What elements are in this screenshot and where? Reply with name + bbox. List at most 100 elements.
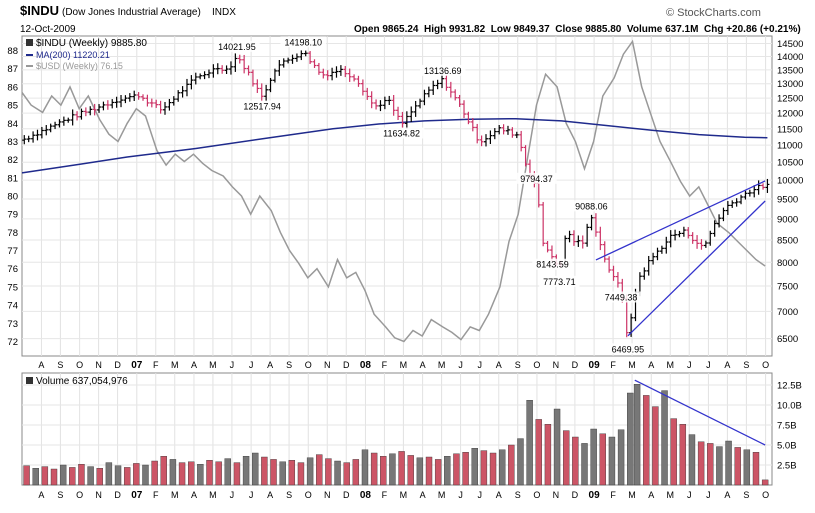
volume-bar xyxy=(389,453,396,486)
x-tick-label: A xyxy=(496,360,502,370)
x-tick-label: N xyxy=(95,490,102,500)
volume-bar xyxy=(215,461,222,486)
volume-bar xyxy=(508,444,515,486)
volume-bar xyxy=(608,436,616,486)
volume-bar xyxy=(688,434,696,486)
usd-tick-label: 77 xyxy=(7,246,18,257)
volume-bar xyxy=(752,452,760,486)
x-tick-label: O xyxy=(533,360,540,370)
volume-bar xyxy=(480,450,488,486)
volume-bars xyxy=(23,384,769,486)
volume-bar xyxy=(416,457,424,486)
volume-bar xyxy=(270,459,277,486)
price-label-bg xyxy=(600,291,642,303)
price-label-bg xyxy=(532,258,573,270)
x-tick-label: J xyxy=(687,490,692,500)
x-tick-label: J xyxy=(249,490,254,500)
x-tick-label: O xyxy=(305,490,312,500)
usd-tick-label: 76 xyxy=(7,264,18,275)
usd-tick-label: 79 xyxy=(7,210,18,221)
legend-swatch-price xyxy=(26,39,33,46)
ma200-series xyxy=(21,117,768,174)
usd-tick-label: 86 xyxy=(7,82,18,93)
x-tick-label: J xyxy=(230,360,235,370)
price-trendline xyxy=(595,180,766,261)
price-tick-label: 10500 xyxy=(777,158,803,169)
x-tick-label: D xyxy=(114,360,121,370)
volume-bar xyxy=(242,456,250,486)
price-bars xyxy=(22,50,770,338)
volume-bar xyxy=(707,443,714,486)
volume-tick-label: 5.0B xyxy=(777,441,797,452)
volume-bar xyxy=(142,464,149,486)
chart-date: 12-Oct-2009 xyxy=(20,24,76,35)
price-tick-label: 12500 xyxy=(777,94,803,105)
volume-bar xyxy=(716,446,723,486)
price-tick-label: 7500 xyxy=(777,281,798,292)
volume-bar xyxy=(279,461,286,486)
x-tick-label: N xyxy=(324,360,331,370)
x-tick-label: J xyxy=(706,360,711,370)
price-label: 13136.69 xyxy=(424,66,462,76)
volume-bar xyxy=(572,436,579,486)
usd-line xyxy=(21,39,766,343)
price-label: 7773.71 xyxy=(543,277,576,287)
x-tick-label: 09 xyxy=(589,360,601,371)
volume-bar xyxy=(206,460,213,486)
volume-bar xyxy=(599,433,606,486)
volume-legend: Volume 637,054,976 xyxy=(26,376,128,387)
usd-tick-label: 83 xyxy=(7,137,18,148)
price-tick-label: 11000 xyxy=(777,141,803,152)
price-x-axis: A S O N D 07 F M A M J J A S O N D 08 F M A M J J A S O N D 09 F M A M J J A… xyxy=(38,360,769,371)
volume-x-axis: A S O N D 07 F M A M J J A S O N D 08 F M A M J J A S O N D 09 F M A M J J A… xyxy=(38,490,769,501)
volume-bar xyxy=(380,456,387,486)
price-label: 7449.38 xyxy=(605,292,638,302)
x-tick-label: S xyxy=(57,360,63,370)
volume-bar xyxy=(59,464,67,486)
x-tick-label: A xyxy=(267,490,273,500)
x-tick-label: A xyxy=(496,490,502,500)
ma200-line xyxy=(21,117,768,174)
usd-tick-label: 75 xyxy=(7,282,18,293)
volume-bar xyxy=(544,424,552,486)
volume-bar xyxy=(233,462,241,486)
x-tick-label: A xyxy=(648,360,654,370)
volume-bar xyxy=(23,465,30,486)
price-trendline xyxy=(627,200,766,337)
price-label: 14021.95 xyxy=(218,42,256,52)
x-tick-label: A xyxy=(191,360,197,370)
volume-tick-label: 2.5B xyxy=(777,461,797,472)
volume-bar xyxy=(617,429,625,486)
x-tick-label: D xyxy=(114,490,121,500)
price-label-bg xyxy=(607,343,649,355)
volume-bar xyxy=(425,456,433,486)
x-tick-label: 07 xyxy=(131,490,143,501)
volume-bar xyxy=(679,424,687,486)
x-tick-label: O xyxy=(762,490,769,500)
volume-bar xyxy=(160,456,167,486)
x-tick-label: A xyxy=(648,490,654,500)
x-tick-label: F xyxy=(153,360,159,370)
x-tick-label: M xyxy=(438,490,446,500)
x-tick-label: A xyxy=(724,360,730,370)
x-tick-label: J xyxy=(230,490,235,500)
volume-bar xyxy=(471,448,478,486)
x-tick-label: F xyxy=(610,490,616,500)
volume-bar xyxy=(627,392,634,486)
x-tick-label: M xyxy=(628,490,636,500)
volume-bar xyxy=(105,462,113,486)
volume-bar xyxy=(96,468,103,486)
usd-tick-label: 81 xyxy=(7,173,18,184)
usd-tick-label: 73 xyxy=(7,319,18,330)
price-tick-label: 6500 xyxy=(777,334,798,345)
usd-tick-label: 80 xyxy=(7,192,18,203)
volume-bar xyxy=(370,452,378,486)
x-tick-label: F xyxy=(382,490,388,500)
price-tick-label: 14000 xyxy=(777,52,803,63)
x-tick-label: A xyxy=(38,490,44,500)
volume-bar xyxy=(734,447,741,486)
x-tick-label: F xyxy=(610,360,616,370)
volume-bar xyxy=(41,466,49,486)
volume-bar xyxy=(489,452,497,486)
